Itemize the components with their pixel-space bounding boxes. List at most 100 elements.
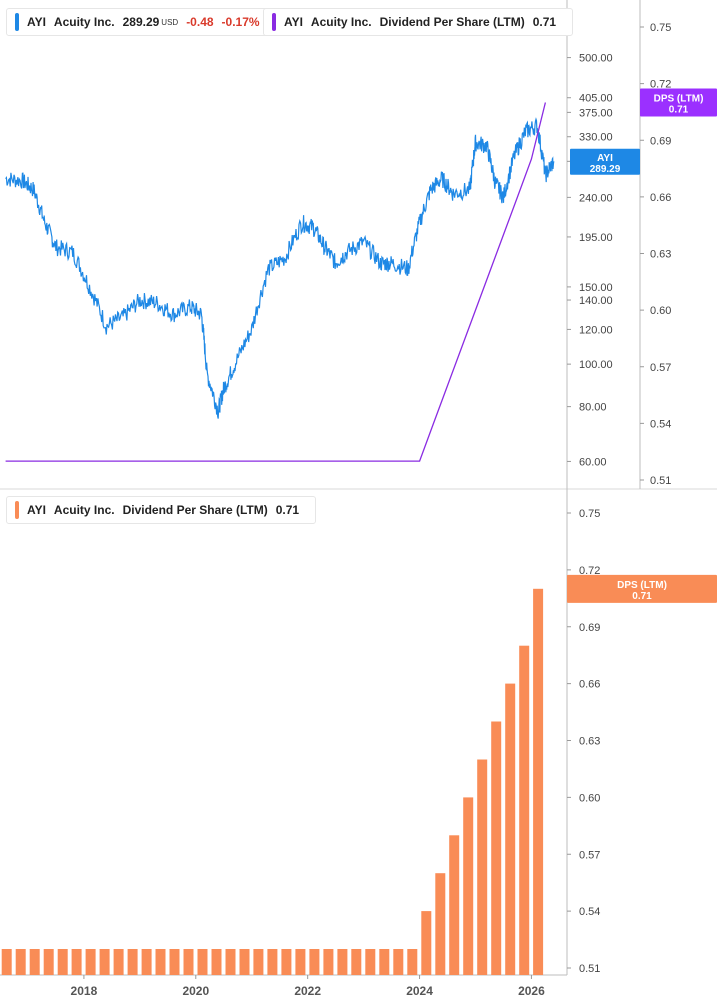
- price-legend-currency: USD: [161, 17, 179, 27]
- price-axis-label: 330.00: [579, 132, 613, 144]
- price-legend-change: -0.48: [186, 15, 214, 29]
- price-legend-change-pct: -0.17%: [221, 15, 260, 29]
- dps-bar: [519, 645, 530, 975]
- dps-axis-top-label: 0.63: [650, 249, 671, 261]
- dps-legend-bottom-name: Acuity Inc.: [53, 503, 115, 517]
- dps-bar: [197, 949, 208, 975]
- dps-value-tag-bottom-line1: DPS (LTM): [617, 580, 667, 591]
- dps-legend-top-swatch: [272, 13, 276, 31]
- dps-axis-top-label: 0.69: [650, 135, 671, 147]
- dps-bar: [141, 949, 152, 975]
- dps-bar: [155, 949, 166, 975]
- dps-axis-bottom-label: 0.57: [579, 849, 600, 861]
- price-axis-label: 240.00: [579, 192, 613, 204]
- dps-bar: [99, 949, 110, 975]
- dps-axis-top-label: 0.54: [650, 418, 671, 430]
- price-value-tag-line2: 289.29: [590, 164, 621, 175]
- dps-bar: [113, 949, 124, 975]
- dps-bar: [169, 949, 180, 975]
- dps-bar: [1, 949, 12, 975]
- dps-axis-top-label: 0.51: [650, 475, 671, 487]
- dps-legend-top-value: 0.71: [532, 15, 557, 29]
- dps-bar: [43, 949, 54, 975]
- price-axis-label: 120.00: [579, 324, 613, 336]
- dps-legend-bottom-value: 0.71: [275, 503, 300, 517]
- dps-bar: [309, 949, 320, 975]
- dps-axis-bottom-label: 0.51: [579, 963, 600, 975]
- dps-bar: [281, 949, 292, 975]
- dps-value-tag-bottom-bg: [567, 574, 717, 603]
- price-axis-label: 405.00: [579, 93, 613, 105]
- dps-axis-top-label: 0.75: [650, 22, 671, 34]
- price-legend-name: Acuity Inc.: [53, 15, 115, 29]
- dps-axis-bottom-label: 0.75: [579, 508, 600, 520]
- dps-axis-bottom-label: 0.60: [579, 792, 600, 804]
- time-axis-label: 2022: [294, 984, 321, 998]
- dps-axis-bottom-label: 0.72: [579, 565, 600, 577]
- dps-axis-top-label: 0.60: [650, 305, 671, 317]
- dps-bar: [57, 949, 68, 975]
- dps-bar: [85, 949, 96, 975]
- dps-bar: [253, 949, 264, 975]
- price-value-tag-bg: [570, 148, 640, 175]
- price-value-tag-line1: AYI: [597, 153, 613, 164]
- dps-bar: [183, 949, 194, 975]
- dps-bar: [15, 949, 26, 975]
- dps-bar: [71, 949, 82, 975]
- dps-bar: [127, 949, 138, 975]
- dps-value-tag-top-line2: 0.71: [669, 105, 689, 116]
- dps-bar: [211, 949, 222, 975]
- dps-axis-top-label: 0.57: [650, 362, 671, 374]
- dps-axis-bottom-label: 0.63: [579, 736, 600, 748]
- dps-bar: [295, 949, 306, 975]
- dps-legend-bottom-metric: Dividend Per Share (LTM): [122, 503, 268, 517]
- dps-legend-top-ticker: AYI: [284, 15, 303, 29]
- price-legend-price: 289.29: [122, 15, 160, 29]
- dps-value-tag-top-line1: DPS (LTM): [654, 94, 704, 105]
- dps-legend-bottom-swatch: [15, 501, 19, 519]
- dps-legend-bottom[interactable]: AYI Acuity Inc. Dividend Per Share (LTM)…: [6, 496, 317, 524]
- dps-bar: [463, 797, 474, 975]
- time-axis-label: 2026: [518, 984, 545, 998]
- dps-axis-bottom-label: 0.54: [579, 906, 600, 918]
- dps-axis-top-label: 0.66: [650, 192, 671, 204]
- dps-bar: [449, 835, 460, 975]
- dps-series-line: [5, 102, 547, 462]
- dps-axis-bottom-label: 0.69: [579, 622, 600, 634]
- price-axis-label: 375.00: [579, 107, 613, 119]
- price-axis-label: 80.00: [579, 402, 607, 414]
- dps-axis-top-label: 0.72: [650, 79, 671, 91]
- dps-bar: [351, 949, 362, 975]
- dps-axis-bottom-label: 0.66: [579, 679, 600, 691]
- dps-bar: [477, 759, 488, 975]
- price-axis-label: 500.00: [579, 53, 613, 65]
- price-axis-label: 195.00: [579, 232, 613, 244]
- price-series-line: [5, 117, 555, 419]
- dps-bar: [491, 721, 502, 975]
- dps-bar: [365, 949, 376, 975]
- dps-bar: [323, 949, 334, 975]
- price-legend-ticker: AYI: [27, 15, 46, 29]
- time-axis-label: 2024: [406, 984, 433, 998]
- price-axis-label: 60.00: [579, 456, 607, 468]
- dps-bar: [239, 949, 250, 975]
- dps-bar: [29, 949, 40, 975]
- dps-bar: [421, 911, 432, 975]
- dps-legend-top[interactable]: AYI Acuity Inc. Dividend Per Share (LTM)…: [263, 8, 574, 36]
- dps-bar: [435, 873, 446, 975]
- dps-bar: [505, 683, 516, 975]
- price-axis-label: 140.00: [579, 295, 613, 307]
- price-axis-label: 150.00: [579, 282, 613, 294]
- price-legend[interactable]: AYI Acuity Inc. 289.29 USD -0.48 -0.17%: [6, 8, 277, 36]
- dps-value-tag-bottom-line2: 0.71: [632, 591, 652, 602]
- time-axis-label: 2018: [71, 984, 98, 998]
- dps-legend-top-metric: Dividend Per Share (LTM): [379, 15, 525, 29]
- time-axis-label: 2020: [182, 984, 209, 998]
- dps-bar: [225, 949, 236, 975]
- dps-bar: [337, 949, 348, 975]
- dps-bar: [533, 588, 544, 975]
- dps-bar: [267, 949, 278, 975]
- dps-value-tag-top-bg: [640, 88, 717, 117]
